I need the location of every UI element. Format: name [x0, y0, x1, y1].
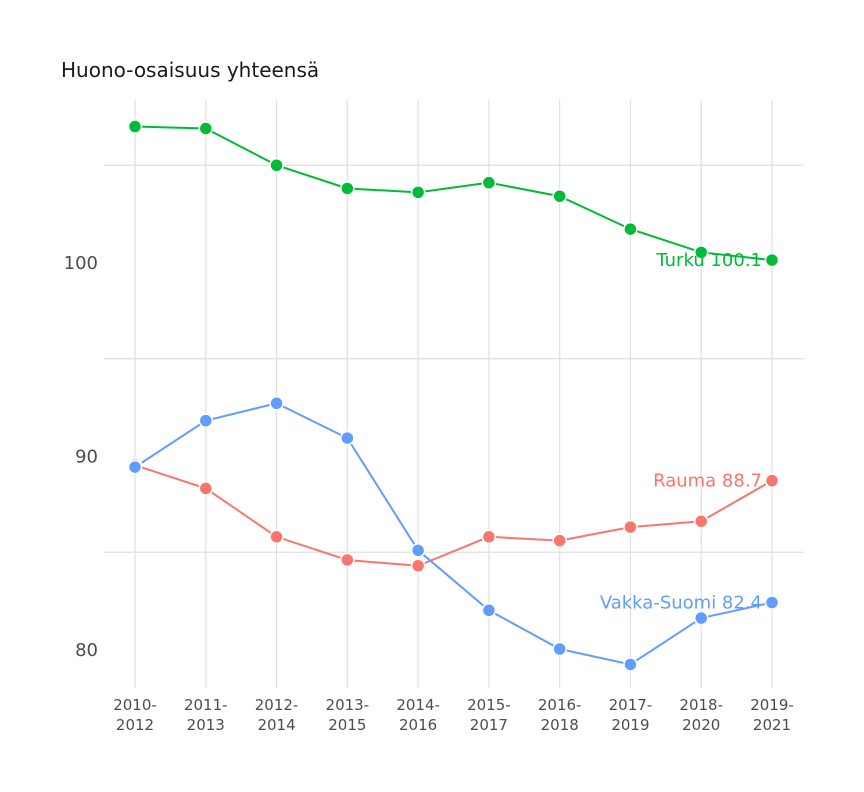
vertical-gridlines: [134, 100, 773, 688]
end-label-vakka-suomi: Vakka-Suomi 82.4: [600, 593, 762, 614]
series-line-turku: [134, 125, 773, 262]
data-point-turku: [269, 158, 284, 173]
data-point-vakka-suomi: [340, 430, 355, 446]
data-point-vakka-suomi: [127, 459, 143, 475]
data-point-turku: [552, 188, 567, 204]
data-point-turku: [410, 185, 426, 200]
data-point-vakka-suomi: [269, 396, 284, 411]
x-tick-label: 2016-2018: [538, 696, 582, 734]
series-line-rauma: [134, 464, 773, 567]
data-point-turku: [623, 221, 638, 237]
data-point-turku: [693, 245, 709, 260]
data-point-vakka-suomi: [198, 413, 214, 428]
data-point-rauma: [552, 533, 567, 548]
data-point-vakka-suomi: [552, 641, 567, 657]
data-point-rauma: [764, 473, 780, 488]
data-point-rauma: [340, 552, 355, 568]
x-tick-label: 2017-2019: [609, 696, 653, 734]
x-tick-label: 2014-2016: [396, 696, 440, 734]
data-point-turku: [764, 252, 780, 268]
y-tick-label: 90: [75, 447, 98, 468]
x-tick-label: 2018-2020: [679, 696, 723, 734]
end-label-rauma: Rauma 88.7: [653, 471, 762, 492]
data-point-turku: [340, 181, 355, 196]
data-point-rauma: [481, 529, 497, 545]
data-point-vakka-suomi: [623, 657, 638, 672]
x-tick-label: 2012-2014: [255, 696, 299, 734]
end-labels: Turku 100.1 Rauma 88.7 Vakka-Suomi 82.4: [600, 250, 762, 613]
data-point-turku: [481, 175, 497, 190]
y-tick-label: 80: [75, 640, 98, 661]
chart-title: Huono-osaisuus yhteensä: [61, 58, 319, 82]
data-point-rauma: [693, 514, 709, 529]
series-group: [127, 119, 780, 672]
series-line-vakka-suomi: [134, 402, 773, 666]
data-point-rauma: [623, 519, 638, 535]
x-tick-label: 2011-2013: [184, 696, 228, 734]
data-point-rauma: [198, 481, 214, 496]
horizontal-gridlines: [104, 164, 804, 553]
y-axis-labels: 80 90 100: [64, 253, 98, 661]
data-point-vakka-suomi: [410, 543, 426, 558]
data-point-vakka-suomi: [693, 610, 709, 626]
data-point-rauma: [410, 558, 426, 574]
end-label-turku: Turku 100.1: [655, 250, 762, 271]
x-tick-label: 2013-2015: [326, 696, 370, 734]
x-tick-label: 2019-2021: [750, 696, 794, 734]
x-axis-labels: 2010-2012 2011-2013 2012-2014 2013-2015 2014…: [113, 696, 794, 734]
data-point-vakka-suomi: [481, 603, 497, 618]
data-point-turku: [198, 121, 214, 136]
x-tick-label: 2010-2012: [113, 696, 157, 734]
data-point-rauma: [269, 529, 284, 545]
data-point-vakka-suomi: [764, 595, 780, 610]
x-tick-label: 2015-2017: [467, 696, 511, 734]
data-point-turku: [127, 119, 143, 134]
y-tick-label: 100: [64, 253, 98, 274]
